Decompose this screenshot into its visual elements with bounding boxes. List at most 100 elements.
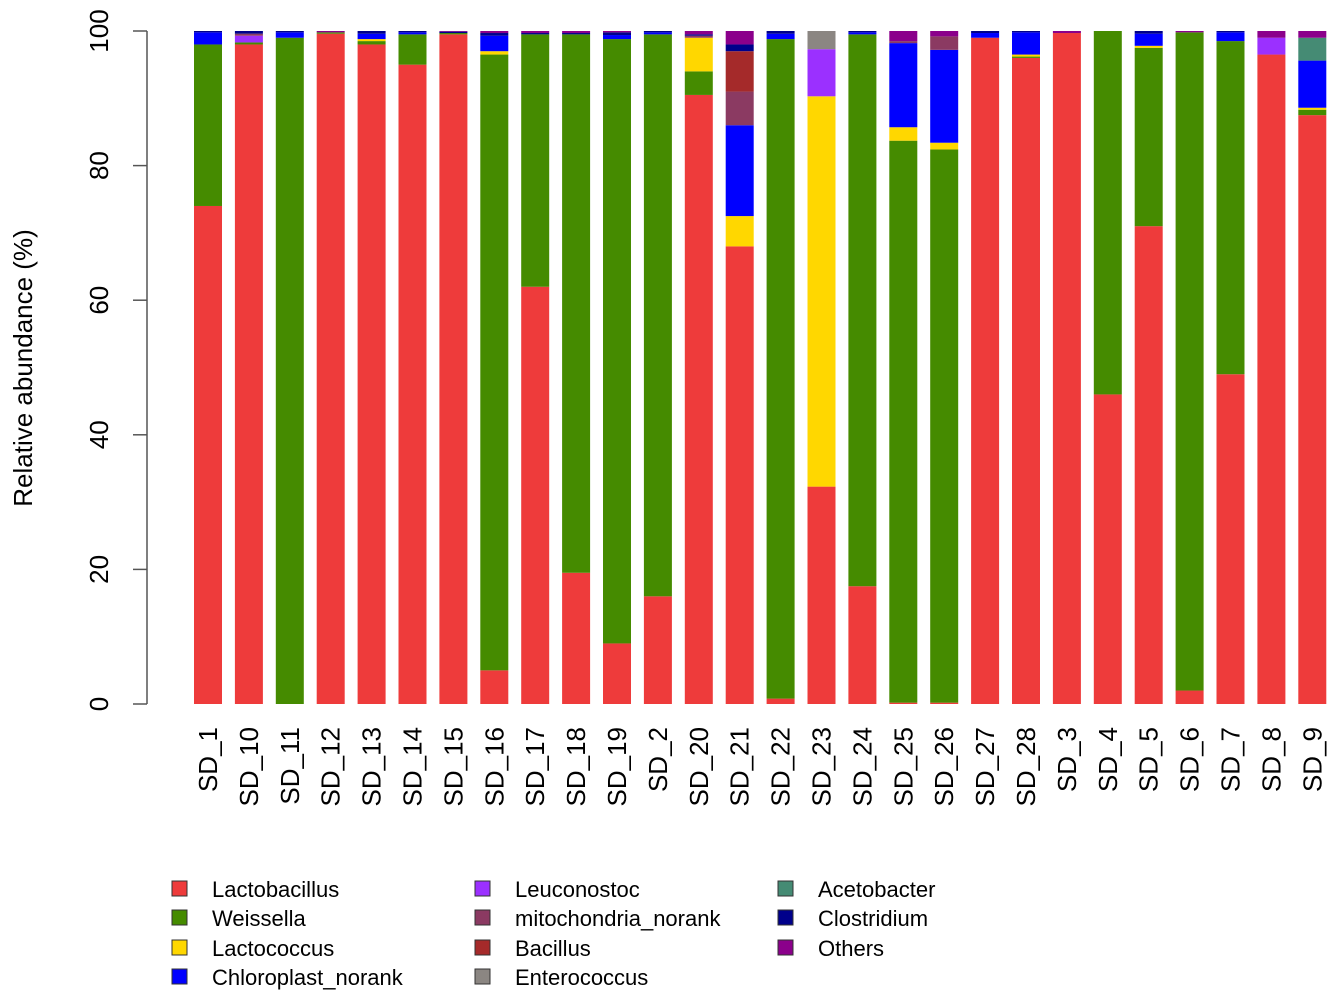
legend-item: Bacillus — [474, 936, 591, 961]
bar-stack-SD_16 — [480, 31, 509, 704]
y-tick-label: 80 — [84, 151, 114, 180]
bar-segment-Weissella — [398, 34, 427, 65]
bar-segment-Weissella — [439, 33, 468, 35]
bar-segment-Lactobacillus — [1257, 54, 1286, 705]
legend-item: Others — [777, 936, 884, 961]
bar-segment-mitochondria_norank — [725, 91, 754, 126]
bar-segment-Lactobacillus — [480, 670, 509, 704]
bar-segment-Weissella — [1175, 32, 1204, 691]
x-tick-label: SD_27 — [970, 727, 1000, 807]
bar-segment-Weissella — [1134, 47, 1163, 227]
bar-segment-Lactococcus — [1012, 54, 1040, 57]
x-tick-label: SD_26 — [929, 727, 959, 807]
bar-segment-Lactobacillus — [521, 286, 550, 704]
bar-stack-SD_21 — [725, 31, 754, 705]
bar-segment-Lactobacillus — [1175, 690, 1204, 704]
bar-segment-Lactococcus — [930, 142, 959, 150]
x-tick-label: SD_18 — [561, 727, 591, 807]
bar-segment-Others — [1257, 31, 1286, 38]
bar-segment-Clostridium — [725, 44, 754, 52]
bar-segment-Lactobacillus — [889, 702, 918, 704]
x-tick-label: SD_10 — [234, 727, 264, 807]
bar-segment-Lactobacillus — [1298, 115, 1327, 704]
bar-segment-Chloroplast_norank — [971, 33, 1000, 38]
bar-stack-SD_28 — [1012, 31, 1040, 705]
bar-segment-Weissella — [275, 37, 304, 705]
bar-segment-Weissella — [562, 34, 591, 573]
bar-segment-Chloroplast_norank — [848, 32, 877, 35]
bar-segment-Weissella — [930, 149, 959, 703]
bar-segment-Bacillus — [725, 51, 754, 92]
bar-segment-Others — [316, 31, 345, 33]
x-tick-label: SD_11 — [275, 727, 305, 805]
bar-segment-Lactobacillus — [398, 64, 427, 704]
bar-segment-Clostridium — [480, 33, 509, 36]
bar-stack-SD_24 — [848, 31, 877, 704]
bar-segment-Chloroplast_norank — [889, 43, 918, 128]
bar-stack-SD_7 — [1216, 31, 1245, 704]
bar-stack-SD_26 — [930, 31, 959, 704]
x-tick-label: SD_4 — [1093, 727, 1123, 792]
x-tick-label: SD_5 — [1134, 727, 1164, 792]
legend-item: Weissella — [171, 906, 307, 931]
bar-segment-Clostridium — [684, 34, 713, 36]
legend-label: Lactococcus — [212, 936, 334, 961]
x-tick-label: SD_16 — [479, 727, 509, 807]
bar-segment-Clostridium — [439, 31, 468, 34]
legend-swatch — [777, 880, 794, 897]
bar-segment-Others — [521, 31, 550, 34]
bar-segment-Weissella — [643, 34, 672, 597]
bar-segment-Lactococcus — [1134, 45, 1163, 48]
bar-segment-Others — [439, 31, 468, 32]
bar-segment-Leuconostoc — [1257, 37, 1286, 55]
bar-segment-Others — [562, 31, 591, 34]
bar-segment-Weissella — [316, 32, 345, 34]
bar-segment-Chloroplast_norank — [1216, 32, 1245, 42]
bar-segment-Clostridium — [275, 31, 304, 33]
legend-label: Bacillus — [515, 936, 591, 961]
bar-segment-Clostridium — [1012, 31, 1040, 33]
bar-segment-mitochondria_norank — [889, 41, 918, 44]
bar-segment-Weissella — [480, 54, 509, 671]
bar-segment-Lactobacillus — [684, 94, 713, 704]
bar-stack-SD_13 — [357, 31, 386, 704]
bar-stack-SD_12 — [316, 31, 345, 704]
x-tick-label: SD_13 — [357, 727, 387, 807]
bar-segment-Weissella — [848, 34, 877, 587]
bar-stack-SD_22 — [766, 31, 795, 704]
bar-segment-mitochondria_norank — [234, 33, 263, 36]
legend-label: Chloroplast_norank — [212, 965, 404, 990]
bar-stack-SD_3 — [1052, 31, 1081, 705]
legend: Lactobacillus Weissella Lactococcus Chlorop… — [171, 877, 935, 990]
bar-stack-SD_5 — [1134, 31, 1163, 705]
bar-segment-Lactococcus — [480, 51, 509, 55]
x-tick-label: SD_23 — [807, 727, 837, 807]
x-tick-label: SD_2 — [643, 727, 673, 792]
bar-segment-Lactobacillus — [930, 702, 959, 704]
bar-segment-Lactobacillus — [1134, 226, 1163, 705]
bar-segment-Clostridium — [562, 33, 591, 35]
legend-swatch — [171, 939, 188, 956]
legend-swatch — [474, 968, 491, 985]
legend-item: Lactobacillus — [171, 877, 339, 902]
y-tick-label: 20 — [84, 555, 114, 584]
y-tick-label: 0 — [84, 697, 114, 711]
legend-swatch — [171, 968, 188, 985]
bar-segment-Chloroplast_norank — [1298, 60, 1327, 108]
bar-segment-Chloroplast_norank — [725, 125, 754, 217]
bar-segment-Weissella — [603, 39, 631, 644]
bar-segment-Chloroplast_norank — [398, 32, 427, 35]
bar-segment-Lactobacillus — [766, 698, 795, 704]
bar-stack-SD_4 — [1093, 31, 1122, 704]
bar-segment-Lactobacillus — [725, 246, 754, 705]
bar-segment-Lactobacillus — [194, 205, 222, 705]
bar-stack-SD_15 — [439, 31, 468, 705]
bar-segment-Lactobacillus — [603, 643, 631, 704]
legend-swatch — [474, 939, 491, 956]
bar-segment-Chloroplast_norank — [603, 35, 631, 40]
legend-label: Leuconostoc — [515, 877, 640, 902]
bar-segment-mitochondria_norank — [930, 36, 959, 50]
bar-stack-SD_2 — [643, 31, 672, 704]
bar-segment-Clostridium — [1134, 31, 1163, 34]
bar-segment-Lactobacillus — [643, 596, 672, 704]
